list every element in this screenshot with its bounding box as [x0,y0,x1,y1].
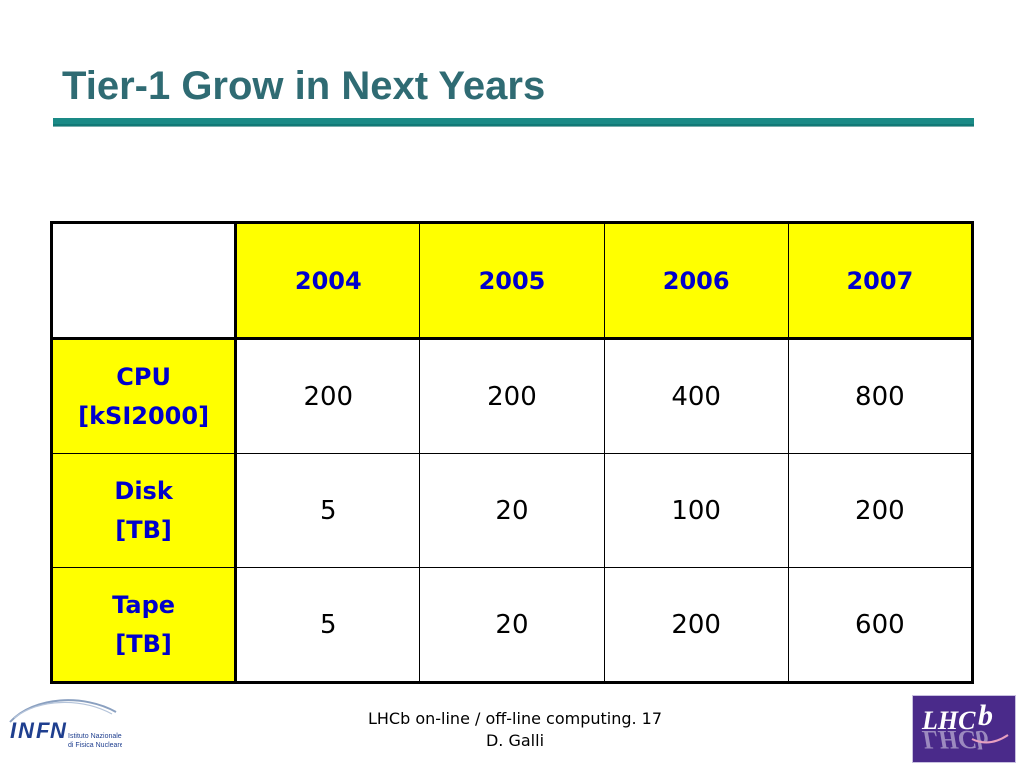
svg-text:Istituto Nazionale: Istituto Nazionale [68,733,122,740]
table-cell: 200 [787,453,975,568]
row-header-disk: Disk [TB] [49,453,238,568]
svg-text:LHCb: LHCb [921,725,988,754]
svg-text:I: I [10,718,17,743]
table-cell: 400 [603,338,789,454]
table-cell: 100 [603,453,789,568]
table-cell: 800 [787,338,975,454]
svg-text:N: N [50,718,67,743]
year-header: 2007 [787,221,975,340]
table-cell: 20 [419,567,605,684]
table-cell: 200 [603,567,789,684]
table-cell: 5 [235,567,421,684]
svg-text:b: b [978,699,993,732]
table-cell: 200 [419,338,605,454]
title-underline-shadow [53,124,974,127]
slide-footer: LHCb on-line / off-line computing. 17 D.… [300,708,730,752]
row-label: Disk [114,477,173,506]
slide-title: Tier-1 Grow in Next Years [62,64,546,108]
table-row-disk: Disk [TB] 5 20 100 200 [49,453,975,568]
year-header: 2005 [419,221,605,340]
table-corner-cell [49,221,238,340]
lhcb-logo-lettering: LHC b LHCb [921,699,993,754]
year-header: 2006 [603,221,789,340]
table-row-tape: Tape [TB] 5 20 200 600 [49,567,975,684]
svg-text:LHC: LHC [921,706,976,735]
table-cell: 20 [419,453,605,568]
infn-logo-lettering: I N F N Istituto Nazionale di Fisica Nuc… [10,718,122,749]
footer-line-2: D. Galli [485,731,545,750]
row-header-cpu: CPU [kSI2000] [49,338,238,454]
year-header: 2004 [235,221,421,340]
table-cell: 200 [235,338,421,454]
row-unit: [TB] [115,515,172,544]
table-cell: 5 [235,453,421,568]
row-unit: [kSI2000] [78,401,210,430]
table-header-row: 2004 2005 2006 2007 [49,221,975,340]
svg-text:di Fisica Nucleare: di Fisica Nucleare [68,742,122,749]
infn-logo: I N F N Istituto Nazionale di Fisica Nuc… [9,699,122,749]
svg-text:F: F [36,718,50,743]
footer-line-1: LHCb on-line / off-line computing. 17 [367,709,663,728]
table-cell: 600 [787,567,975,684]
table-row-cpu: CPU [kSI2000] 200 200 400 800 [49,338,975,454]
svg-text:N: N [18,718,35,743]
row-header-tape: Tape [TB] [49,567,238,684]
row-label: Tape [112,591,176,620]
row-label: CPU [116,363,171,392]
resource-table: 2004 2005 2006 2007 CPU [kSI2000] 200 20… [49,221,975,684]
row-unit: [TB] [115,629,172,658]
lhcb-logo: LHC b LHCb [912,695,1016,763]
title-underline [53,118,974,126]
